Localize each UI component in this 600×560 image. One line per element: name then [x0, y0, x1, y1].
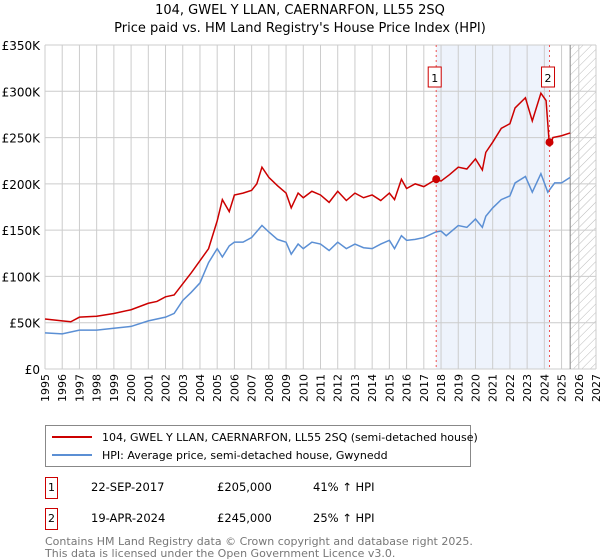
- x-tick-label: 1996: [56, 374, 69, 402]
- sale-hpi-diff: 25% ↑ HPI: [313, 511, 375, 525]
- forecast-hatch: [570, 45, 596, 369]
- x-tick-label: 2019: [452, 374, 465, 402]
- hpi-line: [44, 171, 571, 335]
- x-tick-label: 2026: [573, 374, 586, 402]
- sale-date: 22-SEP-2017: [91, 480, 165, 494]
- chart-title: 104, GWEL Y LLAN, CAERNARFON, LL55 2SQ: [155, 3, 445, 18]
- sale-badge: 2: [45, 508, 58, 530]
- chart-subtitle: Price paid vs. HM Land Registry's House …: [114, 21, 486, 36]
- y-tick-label: £300K: [2, 85, 42, 99]
- y-tick-label: £350K: [2, 39, 42, 53]
- x-tick-label: 2020: [469, 374, 482, 402]
- sale-date: 19-APR-2024: [91, 511, 166, 525]
- sale-badge-box: [541, 66, 556, 88]
- x-tick-label: 2010: [297, 374, 310, 402]
- x-tick-label: 2025: [556, 374, 569, 402]
- x-tick-label: 2006: [228, 374, 241, 402]
- legend-item-property: 104, GWEL Y LLAN, CAERNARFON, LL55 2SQ (…: [52, 429, 478, 445]
- sale-badge-label: 2: [545, 72, 552, 85]
- x-tick-label: 1997: [73, 374, 86, 402]
- x-tick-label: 2013: [349, 374, 362, 402]
- x-tick-label: 2001: [142, 374, 155, 402]
- y-tick-label: £50K: [9, 317, 41, 331]
- legend: 104, GWEL Y LLAN, CAERNARFON, LL55 2SQ (…: [45, 425, 478, 467]
- property-price-line: [44, 91, 571, 323]
- y-tick-label: £250K: [2, 132, 42, 146]
- sale-badge: 1: [45, 477, 58, 499]
- x-tick-label: 1999: [108, 374, 121, 402]
- y-tick-label: £100K: [2, 270, 42, 284]
- x-tick-label: 2014: [366, 374, 379, 402]
- x-tick-label: 2023: [521, 374, 534, 402]
- sale-hpi-diff: 41% ↑ HPI: [313, 480, 375, 494]
- x-tick-label: 2015: [383, 374, 396, 402]
- x-tick-label: 2027: [590, 374, 600, 402]
- x-tick-label: 2017: [418, 374, 431, 402]
- y-tick-label: £150K: [2, 224, 42, 238]
- x-tick-label: 2009: [280, 374, 293, 402]
- sale-price: £205,000: [217, 480, 272, 494]
- legend-label: 104, GWEL Y LLAN, CAERNARFON, LL55 2SQ (…: [102, 430, 478, 444]
- price-chart: £0 £50K £100K £150K £200K £250K £300K £350K 1995…: [2, 39, 600, 402]
- footer: Contains HM Land Registry data © Crown c…: [45, 536, 473, 559]
- x-tick-label: 2003: [177, 374, 190, 402]
- sale-price: £245,000: [217, 511, 272, 525]
- legend-label: HPI: Average price, semi-detached house,…: [102, 448, 388, 462]
- x-tick-label: 1995: [39, 374, 52, 402]
- x-tick-label: 1998: [91, 374, 104, 402]
- legend-swatch-red: [52, 436, 92, 438]
- x-tick-label: 2008: [263, 374, 276, 402]
- footer-line-2: This data is licensed under the Open Gov…: [45, 546, 396, 560]
- sale-badge-box: [427, 66, 442, 88]
- legend-item-hpi: HPI: Average price, semi-detached house,…: [52, 447, 388, 463]
- x-tick-label: 2000: [125, 374, 138, 402]
- x-tick-label: 2004: [194, 374, 207, 402]
- sale-badge-label: 1: [431, 72, 438, 85]
- x-tick-label: 2022: [504, 374, 517, 402]
- y-tick-label: £0: [25, 363, 40, 377]
- x-tick-label: 2024: [538, 374, 551, 402]
- y-tick-label: £200K: [2, 178, 42, 192]
- legend-swatch-blue: [52, 454, 92, 456]
- sale-point: [545, 138, 554, 147]
- x-tick-label: 2007: [246, 374, 259, 402]
- x-tick-label: 2016: [401, 374, 414, 402]
- sale-point: [432, 175, 441, 184]
- footer-line-1: Contains HM Land Registry data © Crown c…: [45, 535, 473, 548]
- x-tick-label: 2018: [435, 374, 448, 402]
- x-tick-label: 2005: [211, 374, 224, 402]
- x-tick-label: 2002: [160, 374, 173, 402]
- x-tick-label: 2021: [487, 374, 500, 402]
- x-tick-label: 2011: [315, 374, 328, 402]
- x-tick-label: 2012: [332, 374, 345, 402]
